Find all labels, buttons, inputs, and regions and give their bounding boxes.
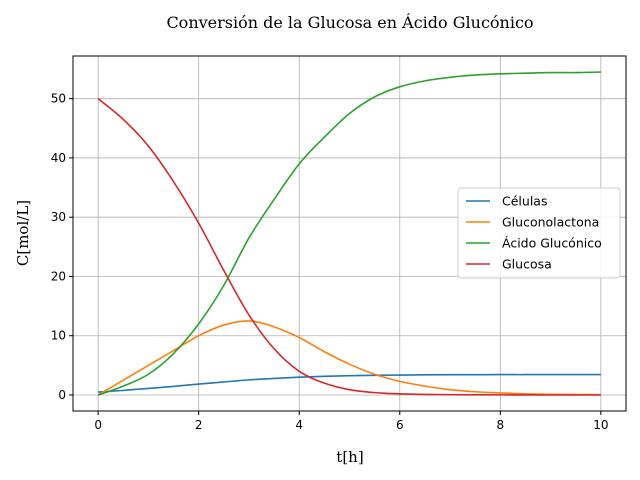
legend: Células Gluconolactona Ácido Glucónico Gluc…	[457, 187, 621, 279]
y-tick-label: 30	[51, 210, 66, 224]
series-line-3	[97, 98, 601, 396]
y-axis-label: C[mol/L]	[14, 200, 32, 266]
series-line-0	[98, 373, 601, 393]
x-tick-label: 6	[396, 418, 404, 432]
y-axis-ticks: 0 10 20 30 40 50	[51, 92, 73, 402]
y-tick-label: 40	[51, 151, 66, 165]
x-tick-label: 4	[295, 418, 303, 432]
series-lines	[97, 71, 601, 396]
plot-frame	[72, 55, 627, 412]
x-axis-ticks: 0 2 4 6 8 10	[94, 411, 609, 432]
x-tick-label: 8	[496, 418, 504, 432]
y-tick-label: 10	[51, 329, 66, 343]
series-line-1	[97, 320, 601, 396]
legend-label: Gluconolactona	[502, 215, 599, 230]
x-axis-label: t[h]	[336, 448, 363, 466]
x-tick-label: 2	[195, 418, 203, 432]
x-tick-label: 0	[94, 418, 102, 432]
chart-title: Conversión de la Glucosa en Ácido Glucón…	[166, 12, 533, 32]
legend-label: Glucosa	[502, 257, 552, 272]
y-tick-label: 50	[51, 92, 66, 106]
y-tick-label: 20	[51, 269, 66, 283]
x-tick-label: 10	[593, 418, 608, 432]
legend-label: Ácido Glucónico	[502, 236, 602, 251]
legend-label: Células	[502, 194, 547, 209]
y-tick-label: 0	[58, 388, 66, 402]
series-line-2	[97, 71, 601, 396]
legend-box	[457, 187, 621, 279]
